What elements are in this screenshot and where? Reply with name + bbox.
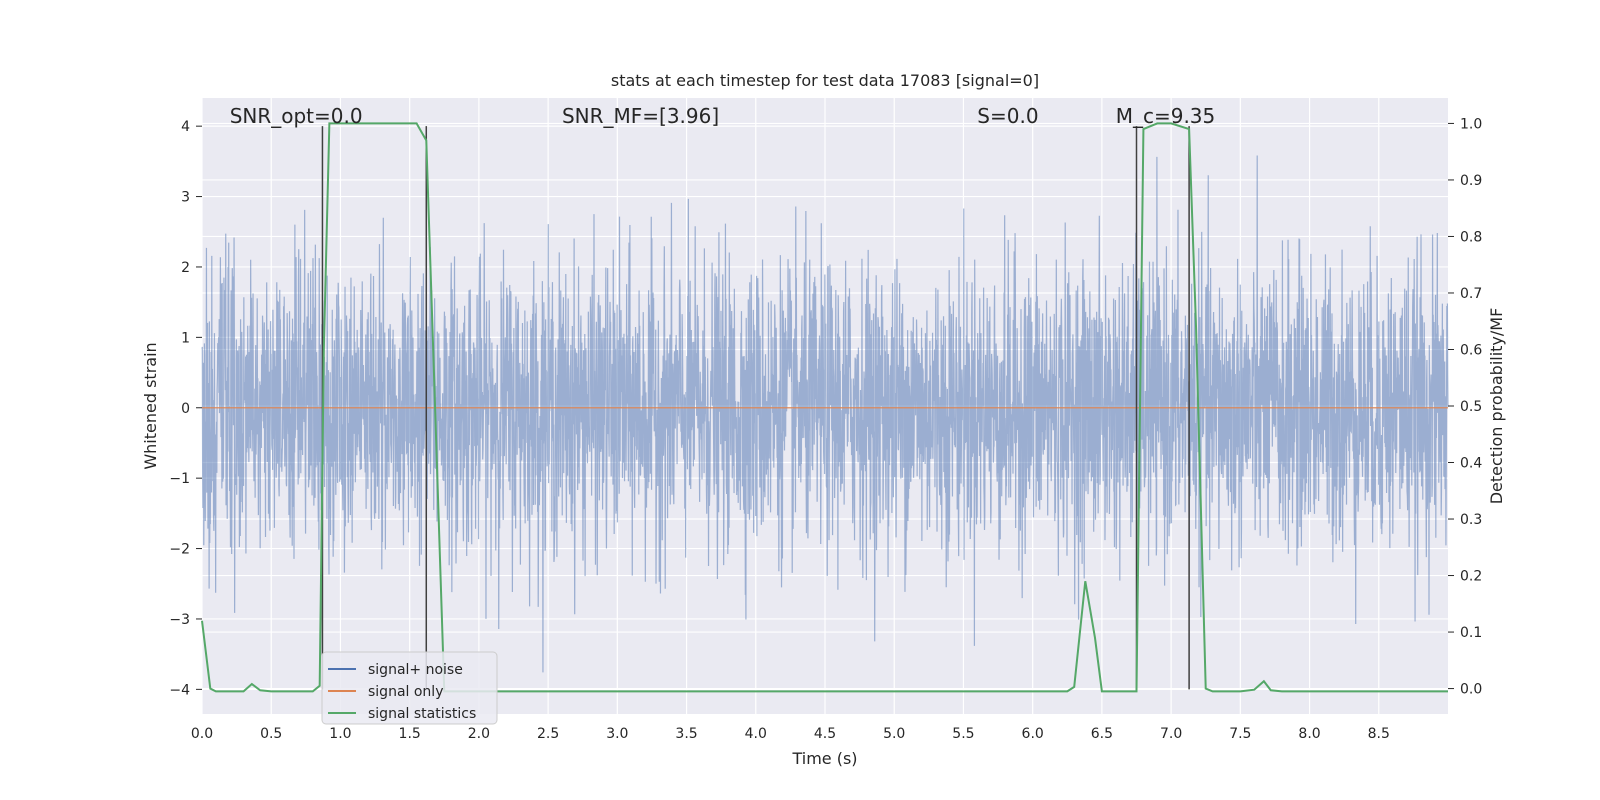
x-tick-label: 4.0 — [745, 726, 767, 742]
chart-title: stats at each timestep for test data 170… — [611, 71, 1039, 90]
signal-noise-series — [201, 155, 1449, 673]
annotations: SNR_opt=0.0 SNR_MF=[3.96] S=0.0 M_c=9.35 — [230, 104, 1216, 128]
y-left-tick-label: −1 — [169, 471, 190, 487]
x-tick-label: 2.0 — [468, 726, 490, 742]
x-tick-label: 5.0 — [883, 726, 905, 742]
x-tick-label: 8.5 — [1368, 726, 1390, 742]
y-right-tick-label: 0.2 — [1460, 569, 1482, 585]
x-tick-label: 1.5 — [399, 726, 421, 742]
y-right-tick-label: 0.3 — [1460, 512, 1482, 528]
y-left-tick-label: −2 — [169, 542, 190, 558]
signal-noise-line — [201, 155, 1449, 673]
x-tick-label: 5.5 — [952, 726, 974, 742]
x-axis-label: Time (s) — [791, 749, 857, 768]
annotation-text: SNR_opt=0.0 — [230, 104, 363, 128]
y-right-tick-label: 0.0 — [1460, 682, 1482, 698]
x-tick-label: 0.0 — [191, 726, 213, 742]
y-right-tick-label: 1.0 — [1460, 116, 1482, 132]
y-right-tick-label: 0.5 — [1460, 399, 1482, 415]
legend-label: signal only — [368, 684, 443, 700]
x-tick-label: 6.5 — [1091, 726, 1113, 742]
y-left-tick-label: −4 — [169, 682, 190, 698]
legend-label: signal statistics — [368, 706, 476, 722]
y-right-axis-ticks: 0.0 0.1 0.2 0.3 0.4 0.5 0.6 0.7 0.8 0.9 1.0 — [1448, 116, 1482, 698]
y-right-tick-label: 0.1 — [1460, 625, 1482, 641]
y-left-tick-label: 3 — [181, 190, 190, 206]
annotation-text: S=0.0 — [977, 104, 1038, 128]
legend-label: signal+ noise — [368, 662, 463, 678]
y-right-tick-label: 0.4 — [1460, 456, 1482, 472]
y-left-tick-label: 1 — [181, 330, 190, 346]
x-tick-label: 0.5 — [260, 726, 282, 742]
y-right-tick-label: 0.7 — [1460, 286, 1482, 302]
y-right-tick-label: 0.8 — [1460, 229, 1482, 245]
signal-statistics-line — [201, 122, 1448, 693]
y-left-tick-label: −3 — [169, 612, 190, 628]
y-left-tick-label: 2 — [181, 260, 190, 276]
x-tick-label: 3.0 — [606, 726, 628, 742]
y-left-axis-label: Whitened strain — [141, 342, 160, 469]
legend-box — [321, 651, 498, 725]
x-axis-ticks: 0.0 0.5 1.0 1.5 2.0 2.5 3.0 3.5 4.0 4.5 5.0 5.5 6.0 6… — [191, 726, 1390, 742]
y-left-tick-label: 0 — [181, 401, 190, 417]
legend: signal+ noise signal only signal statistic… — [321, 651, 498, 725]
annotation-text: M_c=9.35 — [1116, 104, 1216, 128]
annotation-text: SNR_MF=[3.96] — [562, 104, 719, 128]
x-tick-label: 3.5 — [675, 726, 697, 742]
y-left-tick-label: 4 — [181, 119, 190, 135]
y-right-tick-label: 0.6 — [1460, 342, 1482, 358]
signal-statistics-series — [201, 122, 1448, 693]
x-tick-label: 8.0 — [1298, 726, 1320, 742]
x-tick-label: 7.5 — [1229, 726, 1251, 742]
x-tick-label: 6.0 — [1022, 726, 1044, 742]
y-right-tick-label: 0.9 — [1460, 173, 1482, 189]
x-tick-label: 1.0 — [329, 726, 351, 742]
x-tick-label: 2.5 — [537, 726, 559, 742]
y-left-axis-ticks: −4 −3 −2 −1 0 1 2 3 4 — [169, 119, 202, 698]
y-right-axis-label: Detection probability/MF — [1487, 308, 1506, 505]
x-tick-label: 4.5 — [814, 726, 836, 742]
x-tick-label: 7.0 — [1160, 726, 1182, 742]
